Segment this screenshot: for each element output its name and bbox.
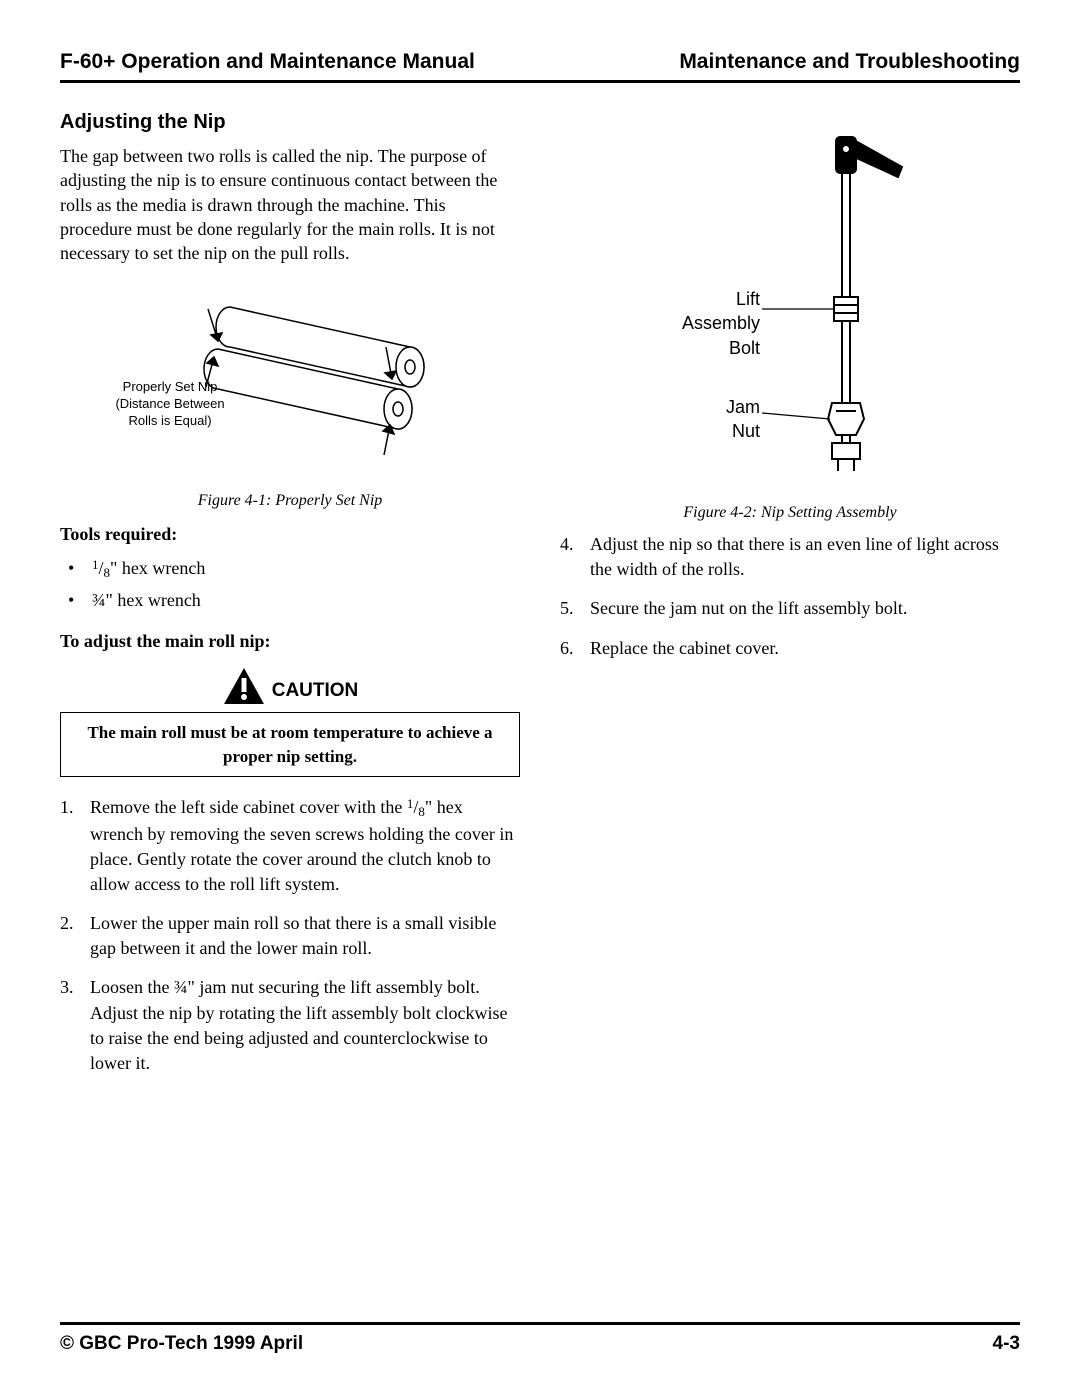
steps-1-3: Remove the left side cabinet cover with …	[60, 795, 520, 1076]
warning-triangle-icon	[222, 666, 266, 706]
page-footer: © GBC Pro-Tech 1999 April 4-3	[60, 1322, 1020, 1355]
fig2-jam-label: Jam Nut	[690, 395, 760, 444]
steps-4-6: Adjust the nip so that there is an even …	[560, 532, 1020, 661]
step-5: Secure the jam nut on the lift assembly …	[560, 596, 1020, 621]
adjust-heading: To adjust the main roll nip:	[60, 631, 520, 652]
step-4: Adjust the nip so that there is an even …	[560, 532, 1020, 582]
figure-1-caption: Figure 4-1: Properly Set Nip	[60, 492, 520, 510]
fig1-nip-label: Properly Set Nip (Distance Between Rolls…	[110, 379, 230, 430]
rolls-diagram-icon: Properly Set Nip (Distance Between Rolls…	[110, 279, 470, 479]
header-left: F-60+ Operation and Maintenance Manual	[60, 50, 475, 74]
step-1: Remove the left side cabinet cover with …	[60, 795, 520, 897]
step-2: Lower the upper main roll so that there …	[60, 911, 520, 961]
tools-list: 1/8" hex wrench ¾" hex wrench	[64, 553, 520, 616]
figure-2-caption: Figure 4-2: Nip Setting Assembly	[560, 504, 1020, 522]
content-columns: Adjusting the Nip The gap between two ro…	[60, 111, 1020, 1090]
tools-heading: Tools required:	[60, 524, 520, 545]
caution-text: The main roll must be at room temperatur…	[60, 712, 520, 778]
caution-label: CAUTION	[272, 680, 359, 706]
nip-assembly-icon: Lift Assembly Bolt Jam Nut	[580, 111, 1000, 491]
footer-page-number: 4-3	[993, 1333, 1020, 1355]
header-right: Maintenance and Troubleshooting	[679, 50, 1020, 74]
figure-1: Properly Set Nip (Distance Between Rolls…	[60, 279, 520, 510]
caution-block: CAUTION The main roll must be at room te…	[60, 666, 520, 778]
footer-copyright: © GBC Pro-Tech 1999 April	[60, 1333, 303, 1355]
figure-2: Lift Assembly Bolt Jam Nut Figure 4-2: N…	[560, 111, 1020, 522]
left-column: Adjusting the Nip The gap between two ro…	[60, 111, 520, 1090]
intro-paragraph: The gap between two rolls is called the …	[60, 144, 520, 265]
right-column: Lift Assembly Bolt Jam Nut Figure 4-2: N…	[560, 111, 1020, 1090]
fig2-lift-label: Lift Assembly Bolt	[650, 287, 760, 359]
step-3: Loosen the ¾" jam nut securing the lift …	[60, 975, 520, 1076]
step-6: Replace the cabinet cover.	[560, 636, 1020, 661]
tool-item-2: ¾" hex wrench	[64, 585, 520, 617]
tool-item-1: 1/8" hex wrench	[64, 553, 520, 585]
section-title: Adjusting the Nip	[60, 111, 520, 134]
page-header: F-60+ Operation and Maintenance Manual M…	[60, 50, 1020, 83]
